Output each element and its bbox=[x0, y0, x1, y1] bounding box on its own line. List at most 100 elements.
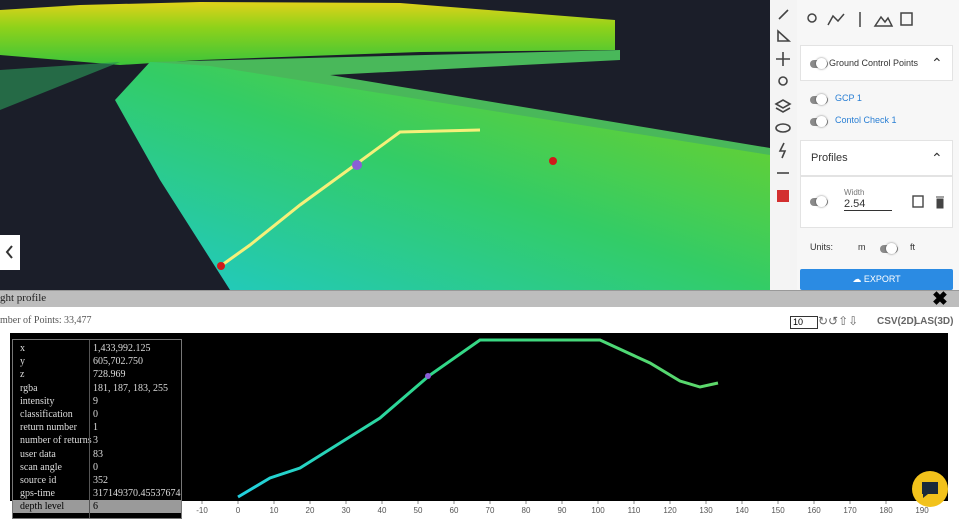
close-button[interactable]: ✖ bbox=[932, 289, 948, 310]
delete-profile[interactable] bbox=[936, 196, 944, 209]
step-input[interactable]: 10 bbox=[790, 316, 818, 329]
x-tick-label: -10 bbox=[196, 506, 208, 515]
gcp-item[interactable]: GCP 1 bbox=[835, 93, 862, 103]
x-tick-label: 170 bbox=[843, 506, 857, 515]
info-value: 181, 187, 183, 255 bbox=[93, 382, 168, 394]
toggle[interactable] bbox=[810, 58, 828, 69]
step-icons[interactable]: ↻↺⇧⇩ bbox=[818, 314, 859, 328]
x-tick-label: 180 bbox=[879, 506, 893, 515]
info-value: 6 bbox=[93, 501, 98, 513]
polyline-shape[interactable] bbox=[827, 13, 845, 26]
column-divider bbox=[89, 340, 90, 518]
width-label: Width bbox=[844, 188, 865, 197]
x-tick-label: 110 bbox=[628, 506, 641, 515]
unit-option[interactable]: m bbox=[858, 242, 866, 252]
info-key: intensity bbox=[20, 395, 55, 407]
info-value: 1 bbox=[93, 422, 98, 434]
info-key: number of returns bbox=[20, 435, 92, 447]
shape-tools bbox=[807, 12, 913, 27]
info-key: z bbox=[20, 369, 25, 381]
x-tick-label: 60 bbox=[450, 506, 459, 515]
unit-option[interactable]: ft bbox=[910, 242, 916, 252]
move-tool[interactable] bbox=[776, 52, 790, 66]
export-profile[interactable] bbox=[912, 195, 924, 208]
info-key: source id bbox=[20, 475, 57, 486]
info-key: rgba bbox=[20, 382, 38, 394]
chevron[interactable]: ⌃ bbox=[931, 55, 943, 71]
section-title: Profiles bbox=[811, 152, 848, 164]
title-bar: ght profile ✖ bbox=[0, 289, 959, 310]
chat-button[interactable] bbox=[910, 470, 950, 510]
info-row: rgba 181, 187, 183, 255 bbox=[13, 382, 181, 395]
pencil-tool[interactable] bbox=[778, 9, 789, 20]
profile-window: ght profile ✖ mber of Points: 33,477 10 … bbox=[0, 289, 959, 519]
info-value: 0 bbox=[93, 409, 98, 420]
gcp-item[interactable]: Contol Check 1 bbox=[835, 115, 897, 125]
toggle[interactable] bbox=[810, 94, 828, 105]
export-button[interactable]: ☁ EXPORT bbox=[800, 269, 953, 290]
info-row: gps-time 317149370.45537674 bbox=[13, 487, 181, 500]
info-row: z 728.969 bbox=[13, 368, 181, 381]
chevron[interactable]: ⌃ bbox=[931, 150, 943, 166]
point-tool[interactable] bbox=[778, 76, 788, 86]
info-value: 9 bbox=[93, 395, 98, 407]
area-shape[interactable] bbox=[900, 12, 913, 26]
info-row: return number 1 bbox=[13, 421, 181, 434]
profile-shape[interactable] bbox=[873, 15, 894, 27]
x-tick-label: 50 bbox=[414, 506, 423, 515]
x-tick-label: 40 bbox=[378, 506, 387, 515]
info-value: 3 bbox=[93, 435, 98, 447]
x-tick-label: 90 bbox=[558, 506, 567, 515]
info-row: intensity 9 bbox=[13, 395, 181, 408]
flash-tool[interactable] bbox=[778, 142, 787, 159]
profile-trace bbox=[237, 338, 719, 499]
csv-button[interactable]: CSV(2D) bbox=[877, 316, 918, 327]
x-tick-label: 190 bbox=[915, 506, 929, 515]
las-button[interactable]: LAS(3D) bbox=[914, 316, 954, 327]
x-tick-label: 140 bbox=[735, 506, 749, 515]
toggle[interactable] bbox=[810, 116, 828, 127]
marker-shape[interactable] bbox=[807, 13, 817, 23]
info-row: x 1,433,992.125 bbox=[13, 342, 181, 355]
back-button[interactable] bbox=[0, 235, 20, 270]
embankment-crest bbox=[150, 50, 770, 155]
measure-tool[interactable] bbox=[777, 29, 792, 42]
view-tool[interactable] bbox=[775, 123, 791, 133]
info-key: return number bbox=[20, 422, 77, 434]
save-tool[interactable] bbox=[777, 190, 789, 202]
x-tick-label: 120 bbox=[663, 506, 677, 515]
x-tick-label: 10 bbox=[270, 506, 279, 515]
x-tick-label: 30 bbox=[342, 506, 351, 515]
embankment-slope bbox=[115, 62, 770, 290]
profiles-header[interactable]: Profiles ⌃ bbox=[800, 140, 953, 176]
units-label: Units: bbox=[810, 242, 834, 252]
info-key: y bbox=[20, 356, 25, 368]
info-value: 0 bbox=[93, 461, 98, 473]
info-key: scan angle bbox=[20, 461, 62, 473]
gcp-header[interactable]: Ground Control Points ⌃ bbox=[800, 45, 953, 81]
window-title: ght profile bbox=[0, 292, 47, 304]
points-value: 33,477 bbox=[64, 315, 92, 326]
info-key: x bbox=[20, 343, 25, 354]
profile-line bbox=[221, 128, 481, 267]
info-row: depth level 6 bbox=[13, 500, 181, 514]
info-value: 83 bbox=[93, 448, 103, 460]
3d-view[interactable] bbox=[0, 0, 770, 290]
units-toggle[interactable] bbox=[880, 243, 898, 254]
toggle[interactable] bbox=[810, 196, 828, 207]
x-tick-label: 80 bbox=[522, 506, 531, 515]
tree-line bbox=[0, 2, 615, 65]
info-value: 317149370.45537674 bbox=[93, 488, 181, 500]
width-input[interactable]: 2.54 bbox=[844, 198, 892, 211]
x-tick-label: 130 bbox=[699, 506, 713, 515]
layers-tool[interactable] bbox=[774, 99, 792, 113]
left-bank bbox=[0, 62, 120, 110]
info-value: 728.969 bbox=[93, 369, 126, 381]
x-tick-label: 100 bbox=[591, 506, 605, 515]
info-row: scan angle 0 bbox=[13, 461, 181, 474]
toolbar-icons bbox=[774, 9, 792, 202]
info-value: 1,433,992.125 bbox=[93, 343, 151, 354]
info-row: number of returns 3 bbox=[13, 434, 181, 447]
